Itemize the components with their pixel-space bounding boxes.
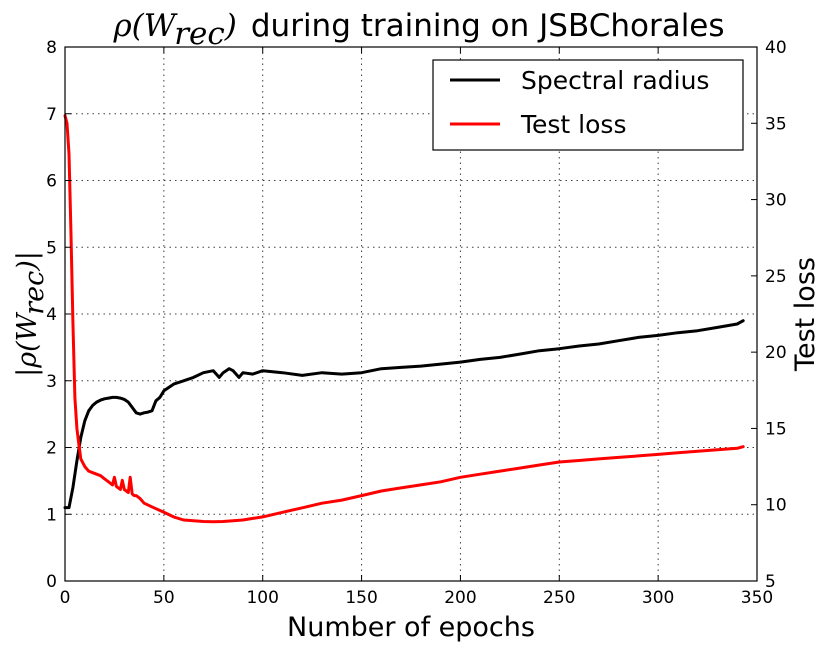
y-right-tick-label: 5 (765, 572, 776, 592)
x-tick-label: 250 (543, 588, 575, 608)
y-axis-left-label-sub: rec (19, 271, 50, 315)
y-right-tick-label: 30 (765, 191, 787, 211)
y-right-tick-label: 25 (765, 267, 787, 287)
y-left-tick-label: 8 (46, 38, 57, 58)
legend-label-spectral-radius: Spectral radius (521, 66, 709, 95)
chart-title-text: during training on JSBChorales (251, 8, 725, 44)
plot-frame (64, 46, 758, 582)
legend: Spectral radius Test loss (432, 59, 744, 151)
y-left-tick-label: 5 (46, 238, 57, 258)
series-line-test-loss (63, 114, 745, 524)
chart-title: ρ(Wrec) during training on JSBChorales (112, 8, 724, 52)
series-layer (63, 114, 745, 524)
x-tick-label: 100 (246, 588, 278, 608)
y-right-tick-label: 40 (765, 38, 787, 58)
y-left-tick-label: 1 (46, 505, 57, 525)
y-right-tick-label: 15 (765, 419, 787, 439)
y-axis-left-label-close: )| (12, 251, 43, 272)
legend-box (432, 59, 744, 151)
y-left-tick-label: 4 (46, 305, 57, 325)
x-tick-label: 200 (444, 588, 476, 608)
y-right-tick-label: 35 (765, 114, 787, 134)
x-tick-label: 350 (741, 588, 773, 608)
y-left-tick-label: 3 (46, 372, 57, 392)
y-left-tick-label: 0 (46, 572, 57, 592)
x-tick-label: 0 (60, 588, 71, 608)
x-tick-label: 50 (153, 588, 175, 608)
y-left-tick-label: 2 (46, 439, 57, 459)
y-left-tick-label: 7 (46, 105, 57, 125)
x-tick-label: 150 (345, 588, 377, 608)
x-axis-label: Number of epochs (287, 612, 535, 643)
chart-title-math: ρ(W (112, 8, 177, 44)
chart-title-math-sub: rec (174, 16, 225, 52)
ticks: 0 50 100 150 200 250 300 350 0 1 2 3 4 5 6 7 8 5 10 15 20 25 3… (46, 38, 786, 608)
y-axis-left-label-math: |ρ(W (12, 311, 43, 377)
y-left-tick-label: 6 (46, 172, 57, 192)
y-axis-left-label: |ρ(Wrec)| (12, 251, 50, 377)
legend-label-test-loss: Test loss (520, 110, 626, 139)
y-right-tick-label: 20 (765, 343, 787, 363)
y-axis-right-label: Test loss (790, 257, 821, 372)
x-tick-label: 300 (642, 588, 674, 608)
series-line-spectral-radius (63, 319, 745, 510)
y-right-tick-label: 10 (765, 496, 787, 516)
chart-title-math-close: ) (224, 8, 237, 44)
